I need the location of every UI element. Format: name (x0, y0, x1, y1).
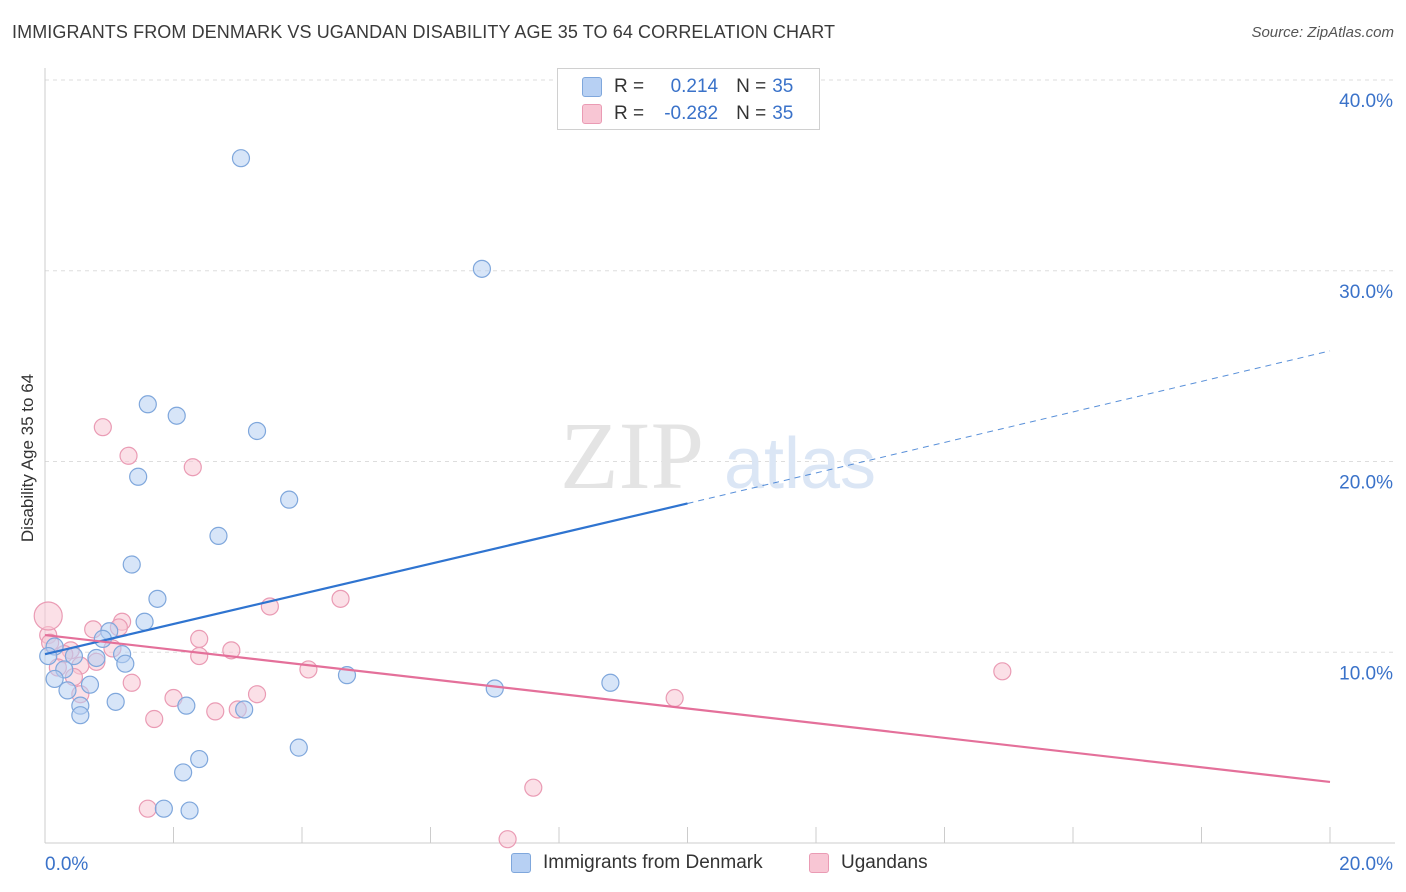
data-point-ugandans (93, 418, 112, 437)
data-point-denmark (235, 700, 254, 719)
legend-swatch-pink (809, 853, 829, 873)
data-point-denmark (177, 696, 196, 715)
data-point-denmark (231, 149, 251, 168)
legend-n-label: N = (736, 103, 767, 124)
legend-n-value: 35 (772, 76, 794, 97)
data-point-ugandans (119, 446, 138, 465)
legend-n-value: 35 (772, 103, 794, 124)
data-point-denmark (39, 646, 58, 666)
x-tick-label: 0.0% (45, 854, 88, 875)
tick-label-layer: 10.0% 20.0% 30.0% 40.0% 0.0% 20.0% (45, 91, 1393, 875)
data-point-ugandans (138, 799, 157, 818)
legend-n-label: N = (736, 76, 767, 97)
y-tick-label: 40.0% (1339, 91, 1393, 112)
legend-label-ugandans: Ugandans (841, 852, 928, 873)
legend-r-value: -0.282 (664, 103, 719, 124)
x-tick-label: 20.0% (1339, 854, 1393, 875)
source-label: Source: ZipAtlas.com (1251, 24, 1394, 41)
legend-label-denmark: Immigrants from Denmark (543, 852, 763, 873)
trend-line-denmark (44, 502, 688, 656)
data-point-ugandans (665, 688, 684, 708)
data-point-ugandans (183, 458, 202, 477)
legend-item-denmark[interactable]: Immigrants from Denmark (511, 852, 763, 874)
data-point-ugandans (190, 646, 209, 666)
data-point-denmark (280, 490, 299, 509)
legend-row-ugandans: R = -0.282 N = 35 (582, 102, 793, 126)
data-point-denmark (80, 675, 100, 694)
watermark: ZIP atlas (560, 402, 876, 509)
data-point-ugandans (33, 601, 63, 631)
y-tick-label: 20.0% (1339, 473, 1393, 494)
watermark-atlas: atlas (724, 424, 876, 504)
data-point-denmark (71, 706, 90, 725)
data-point-denmark (58, 681, 77, 700)
data-point-denmark (167, 406, 186, 425)
chart-title: IMMIGRANTS FROM DENMARK VS UGANDAN DISAB… (12, 22, 836, 42)
data-point-ugandans (331, 589, 350, 608)
data-point-denmark (122, 555, 141, 574)
data-point-denmark (135, 612, 154, 631)
data-point-denmark (180, 801, 199, 820)
data-point-denmark (190, 749, 209, 769)
data-point-denmark (138, 395, 157, 414)
data-point-ugandans (145, 709, 164, 729)
data-point-denmark (148, 589, 167, 608)
data-point-denmark (45, 669, 64, 689)
data-point-denmark (485, 679, 504, 698)
data-point-denmark (289, 738, 308, 757)
trend-line-ugandans (44, 633, 1331, 784)
trend-layer (44, 350, 1331, 784)
axis-layer (44, 68, 1395, 844)
legend-r-value: 0.214 (670, 76, 719, 97)
data-point-denmark (116, 654, 135, 673)
legend-row-denmark: R = 0.214 N = 35 (582, 75, 793, 99)
y-tick-label: 30.0% (1339, 282, 1393, 303)
data-point-ugandans (498, 830, 517, 849)
series-legend: Immigrants from Denmark Ugandans (0, 852, 1406, 878)
data-point-ugandans (524, 778, 543, 797)
correlation-legend: R = 0.214 N = 35 R = -0.282 N = 35 (557, 68, 820, 130)
data-point-ugandans (247, 685, 267, 704)
data-point-denmark (601, 673, 620, 692)
grid-layer (45, 79, 1395, 653)
data-point-ugandans (122, 673, 141, 692)
data-point-denmark (129, 467, 148, 486)
watermark-zip: ZIP (560, 402, 704, 509)
legend-swatch-blue (582, 77, 602, 97)
legend-swatch-blue (511, 853, 531, 873)
data-point-ugandans (993, 662, 1012, 681)
data-point-denmark (209, 526, 228, 545)
data-point-denmark (154, 799, 173, 818)
legend-swatch-pink (582, 104, 602, 124)
data-point-denmark (87, 648, 106, 668)
legend-r-label: R = (614, 103, 645, 124)
y-tick-label: 10.0% (1339, 663, 1393, 684)
data-point-ugandans (222, 641, 241, 660)
data-point-denmark (106, 692, 125, 711)
legend-r-label: R = (614, 76, 645, 97)
legend-item-ugandans[interactable]: Ugandans (809, 852, 928, 874)
data-point-ugandans (206, 702, 225, 721)
data-point-denmark (472, 259, 491, 278)
data-point-denmark (247, 421, 267, 441)
trend-line-denmark-extension (687, 350, 1331, 504)
points-layer (33, 149, 1012, 849)
data-point-denmark (174, 763, 193, 782)
data-point-ugandans (190, 629, 209, 648)
